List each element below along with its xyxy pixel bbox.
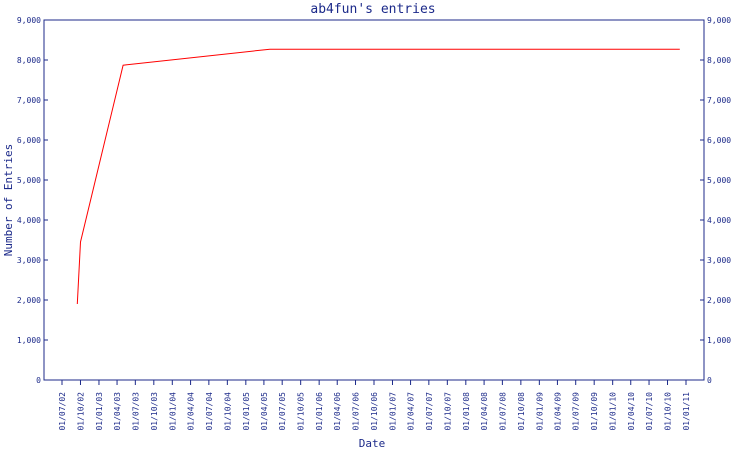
x-tick-label: 01/07/10 [645, 392, 654, 431]
y-axis-left: 0 1,000 2,000 3,000 4,000 5,000 6,000 7,000 8,00… [17, 16, 48, 385]
y-axis-right: 0 1,000 2,000 3,000 4,000 5,000 6,000 7,000 8,00… [700, 16, 731, 385]
y-tick-label-right: 5,000 [707, 176, 731, 185]
x-tick-label: 01/10/04 [223, 392, 232, 431]
y-tick-label-left: 4,000 [17, 216, 41, 225]
x-tick-label: 01/10/03 [150, 392, 159, 431]
x-tick-label: 01/07/02 [58, 392, 67, 431]
series-group [76, 48, 680, 305]
x-tick-label: 01/01/11 [682, 392, 691, 431]
x-tick-label: 01/07/06 [352, 392, 361, 431]
y-tick-label-left: 9,000 [17, 16, 41, 25]
y-tick-label-right: 0 [707, 376, 712, 385]
x-tick-label: 01/01/08 [462, 392, 471, 431]
y-tick-label-left: 5,000 [17, 176, 41, 185]
x-tick-label: 01/07/04 [205, 392, 214, 431]
y-tick-label-right: 1,000 [707, 336, 731, 345]
x-tick-label: 01/10/02 [76, 392, 85, 431]
y-tick-label-left: 8,000 [17, 56, 41, 65]
x-tick-label: 01/01/07 [388, 392, 397, 431]
y-tick-label-right: 4,000 [707, 216, 731, 225]
y-tick-label-left: 2,000 [17, 296, 41, 305]
series-line [76, 48, 680, 305]
x-tick-label: 01/01/06 [315, 392, 324, 431]
y-tick-label-right: 9,000 [707, 16, 731, 25]
x-tick-label: 01/07/09 [572, 392, 581, 431]
x-tick-label: 01/04/05 [260, 392, 269, 431]
x-tick-label: 01/04/08 [480, 392, 489, 431]
y-tick-label-right: 3,000 [707, 256, 731, 265]
x-tick-label: 01/04/04 [187, 392, 196, 431]
x-tick-label: 01/04/07 [407, 392, 416, 431]
y-axis-title: Number of Entries [2, 144, 15, 257]
x-tick-label: 01/10/10 [664, 392, 673, 431]
x-tick-label: 01/04/09 [553, 392, 562, 431]
x-axis: 01/07/02 01/10/02 01/01/03 01/04/03 01/07/03… [58, 380, 691, 431]
x-tick-label: 01/07/05 [278, 392, 287, 431]
x-tick-label: 01/10/08 [517, 392, 526, 431]
x-tick-label: 01/01/09 [535, 392, 544, 431]
x-tick-label: 01/10/07 [443, 392, 452, 431]
x-tick-label: 01/07/07 [425, 392, 434, 431]
x-tick-label: 01/01/05 [242, 392, 251, 431]
y-tick-label-right: 8,000 [707, 56, 731, 65]
y-tick-label-left: 6,000 [17, 136, 41, 145]
y-tick-label-left: 3,000 [17, 256, 41, 265]
y-tick-label-left: 0 [36, 376, 41, 385]
y-tick-label-left: 7,000 [17, 96, 41, 105]
x-tick-label: 01/10/09 [590, 392, 599, 431]
x-tick-label: 01/01/10 [609, 392, 618, 431]
x-tick-label: 01/04/06 [333, 392, 342, 431]
y-tick-label-right: 6,000 [707, 136, 731, 145]
x-axis-title: Date [359, 437, 386, 450]
chart-title: ab4fun's entries [310, 2, 435, 17]
plot-frame [43, 19, 705, 381]
y-tick-label-right: 2,000 [707, 296, 731, 305]
x-tick-label: 01/10/06 [370, 392, 379, 431]
x-tick-label: 01/01/03 [95, 392, 104, 431]
x-tick-label: 01/10/05 [297, 392, 306, 431]
x-tick-label: 01/07/08 [498, 392, 507, 431]
x-tick-label: 01/07/03 [131, 392, 140, 431]
x-tick-label: 01/01/04 [168, 392, 177, 431]
y-tick-label-left: 1,000 [17, 336, 41, 345]
x-tick-label: 01/04/10 [627, 392, 636, 431]
x-tick-label: 01/04/03 [113, 392, 122, 431]
y-tick-label-right: 7,000 [707, 96, 731, 105]
